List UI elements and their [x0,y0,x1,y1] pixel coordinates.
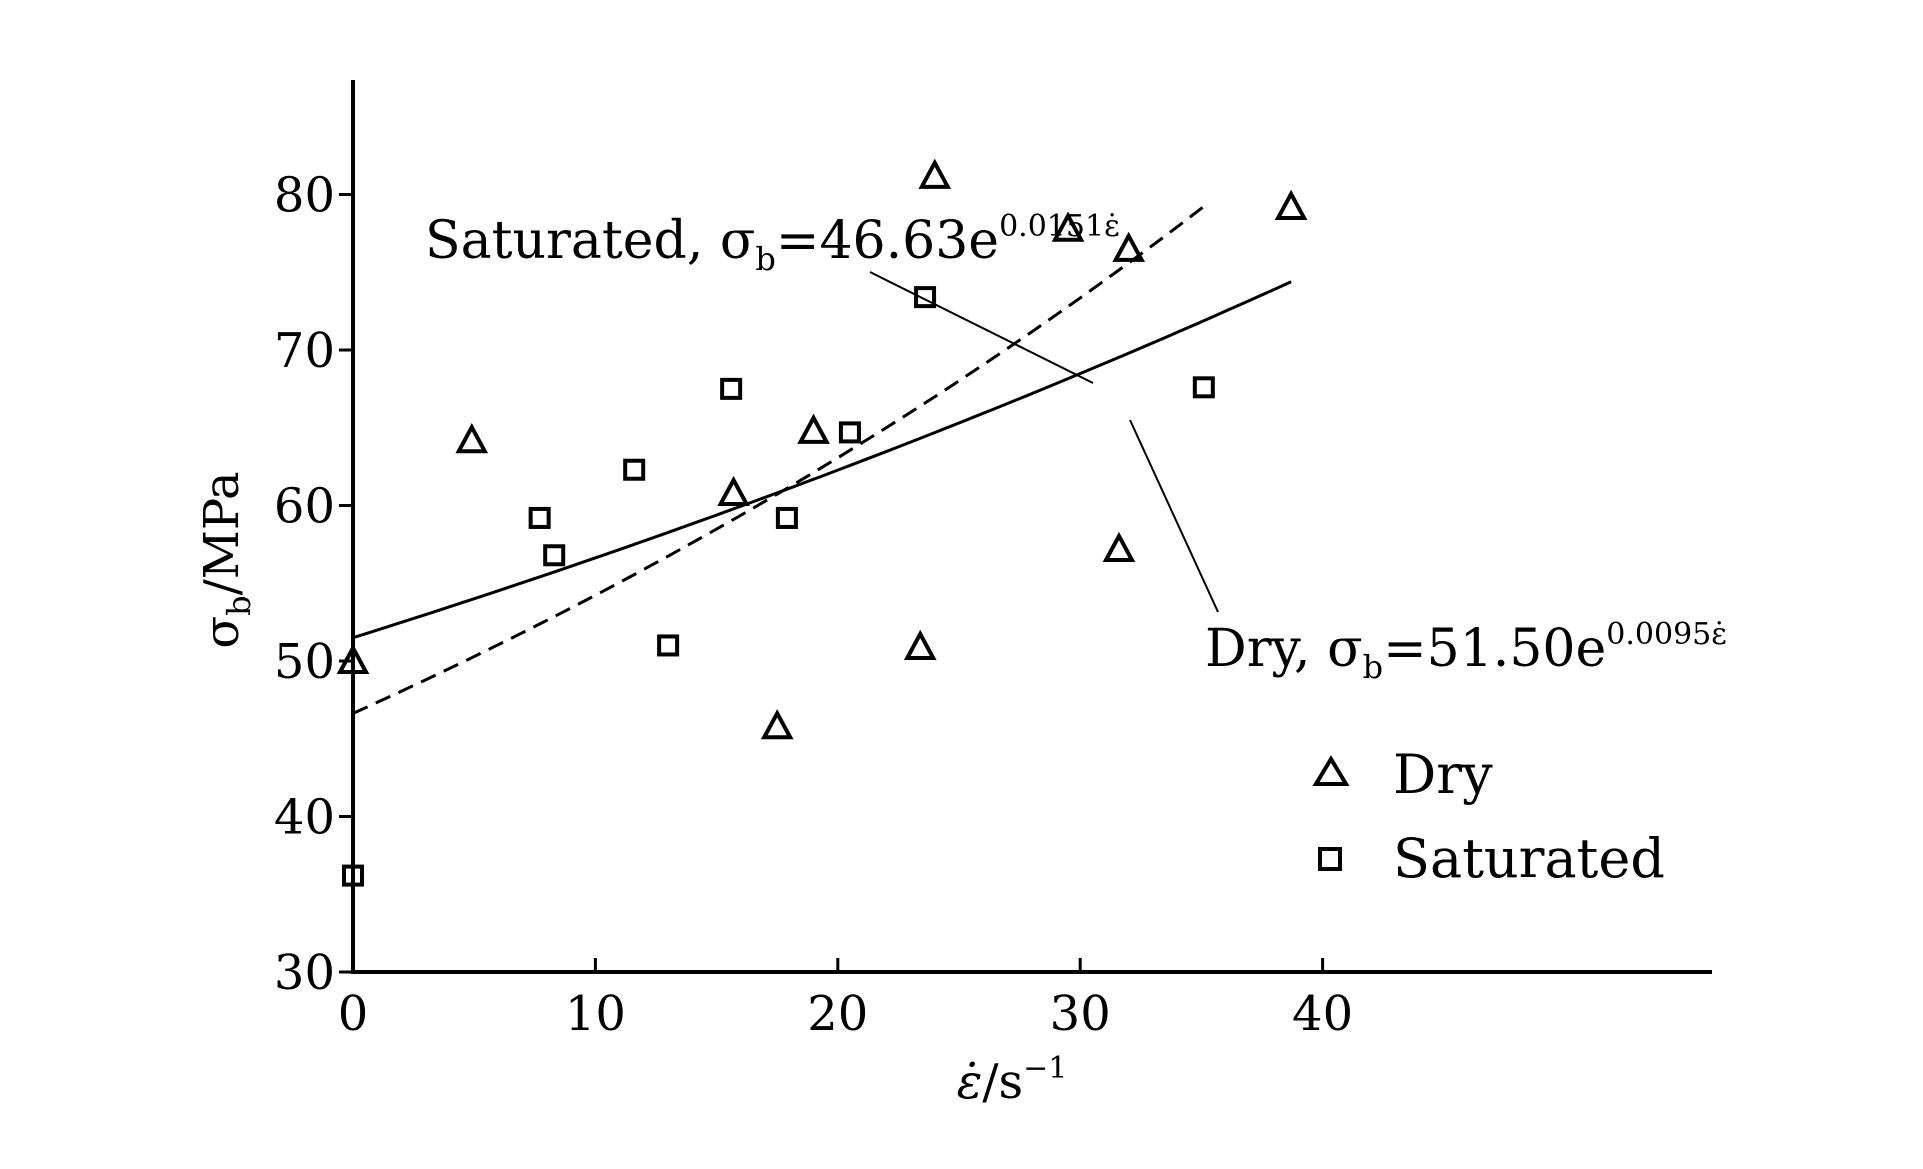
x-tick-label: 40 [1292,986,1353,1042]
saturated-fit-annotation: Saturated, σb=46.63e0.0151ε̇ [425,209,1120,278]
y-ticks: 30 40 50 60 70 80 [274,168,353,1001]
dry-fit-line [352,280,1292,640]
y-tick-label: 60 [274,479,335,535]
fit-lines [352,203,1292,715]
x-axis-title: ε̇/s−1 [957,1051,1068,1110]
y-tick-label: 50 [274,634,335,690]
saturated-point [914,286,937,309]
y-tick-label: 40 [274,790,335,846]
dry-point [903,629,937,661]
dry-point [760,709,794,740]
dry-point [455,422,489,454]
legend-dry-label: Dry [1393,743,1493,806]
dry-leader-line [1129,419,1219,613]
x-tick-label: 20 [807,986,868,1042]
dry-point [1274,189,1308,220]
saturated-leader-line [869,271,1094,384]
dry-point [1102,531,1136,563]
x-tick-label: 10 [565,986,626,1042]
y-tick-label: 80 [274,168,335,224]
data-points [336,158,1308,887]
dry-point [1051,211,1085,242]
legend: Dry Saturated [1312,743,1665,890]
saturated-point [528,506,551,529]
saturated-point [657,634,680,657]
x-ticks: 0 10 20 30 40 [338,958,1353,1042]
dry-point [717,475,750,507]
x-tick-label: 0 [338,986,369,1042]
dry-point [1112,231,1146,262]
y-tick-label: 30 [274,945,335,1001]
saturated-point [838,421,861,444]
saturated-fit-line [352,203,1208,715]
dry-point [797,413,830,444]
dry-point [336,643,370,674]
dry-point [918,158,952,189]
dry-fit-annotation: Dry, σb=51.50e0.0095ε̇ [1205,617,1727,686]
legend-saturated-label: Saturated [1393,827,1665,890]
saturated-point [543,544,566,567]
leader-lines [869,271,1219,613]
saturated-point [342,864,364,887]
legend-dry-marker [1312,755,1350,786]
saturated-point [1192,376,1215,399]
legend-saturated-marker [1318,847,1342,871]
y-axis-title: σb/MPa [194,471,258,648]
saturated-point [720,377,743,400]
y-tick-label: 70 [274,323,335,379]
x-tick-label: 30 [1050,986,1111,1042]
saturated-point [623,458,646,481]
saturated-point [775,506,798,529]
